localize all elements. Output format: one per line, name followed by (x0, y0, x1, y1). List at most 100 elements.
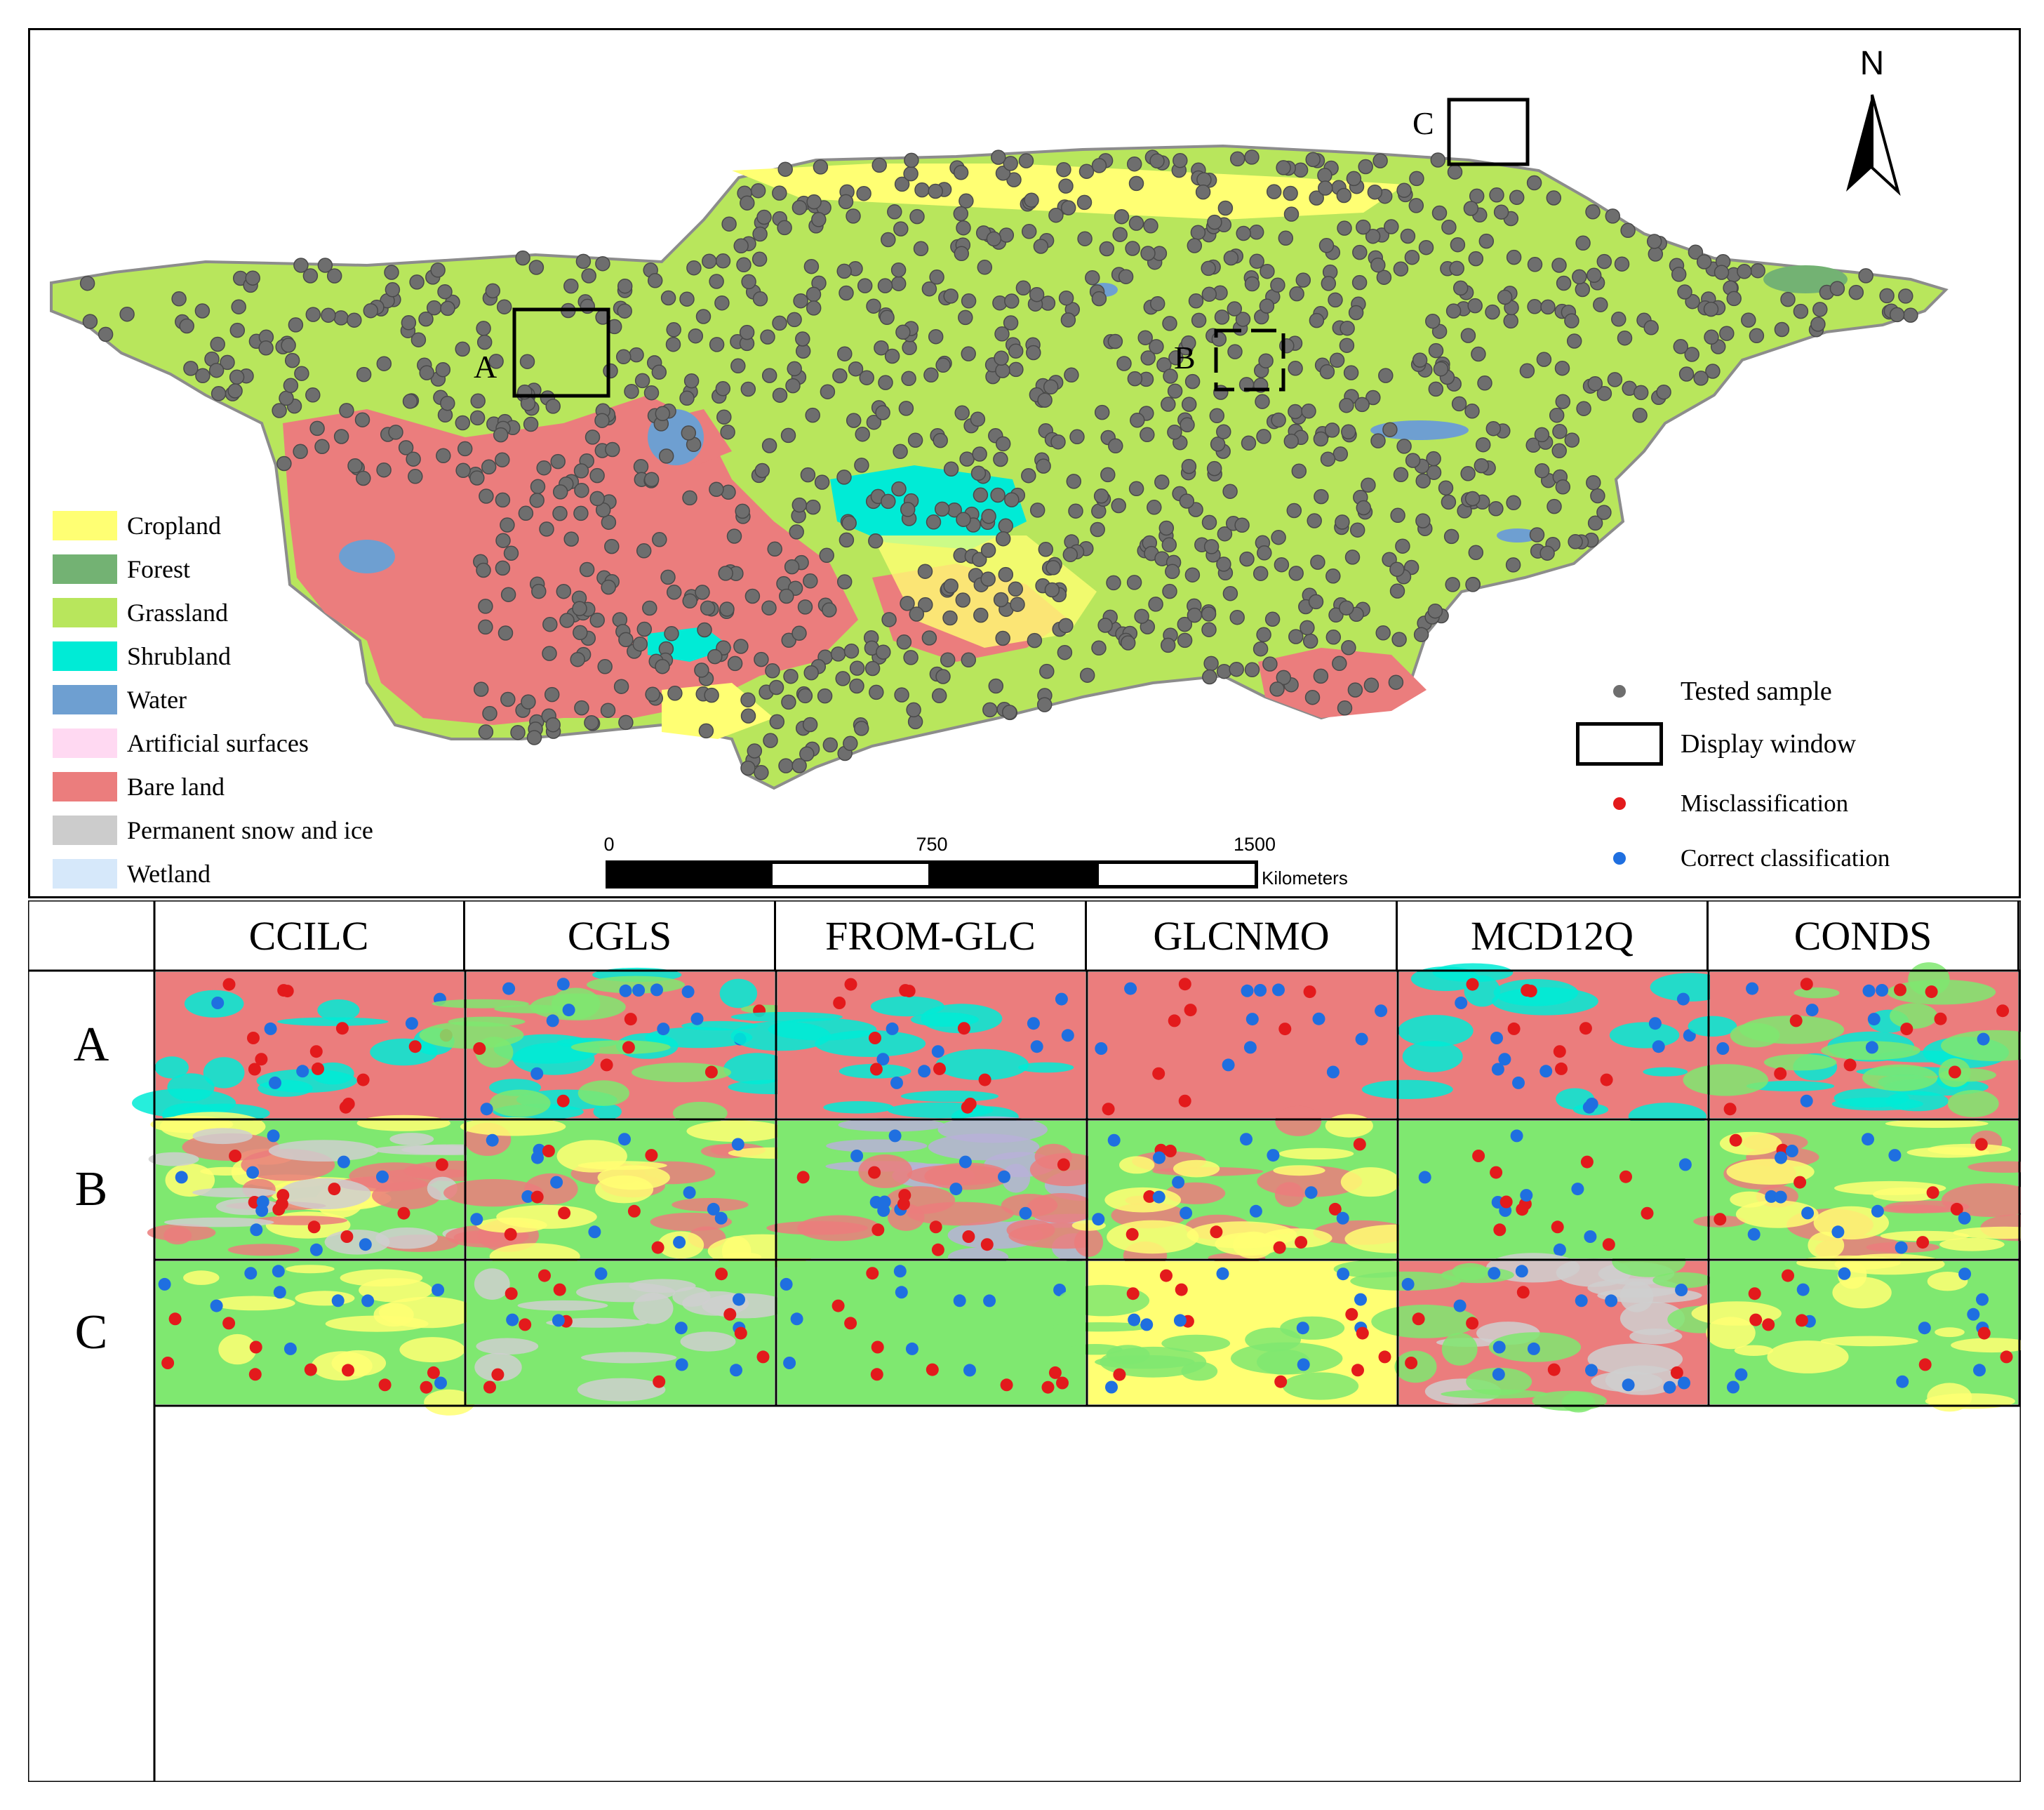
correct-classification-point (1553, 1243, 1566, 1256)
misclassification-point (1619, 1170, 1632, 1183)
tested-sample-point (1320, 451, 1336, 467)
tested-sample-point (898, 401, 914, 416)
tested-sample-point (220, 354, 235, 371)
tested-sample-point (559, 613, 575, 628)
display-window-c[interactable] (1447, 98, 1530, 166)
land-cover-patch (1726, 1159, 1815, 1185)
row-header-b: B (74, 1162, 108, 1216)
tested-sample-point (1111, 498, 1126, 514)
tested-sample-point (1384, 219, 1399, 234)
correct-classification-point (283, 1342, 297, 1355)
tested-sample-point (1036, 697, 1053, 712)
land-cover-patch (215, 1198, 279, 1216)
tested-sample-point (735, 503, 750, 519)
correct-classification-dot (1613, 852, 1626, 865)
correct-classification-point (1765, 1190, 1778, 1203)
tested-sample-point (1161, 397, 1176, 412)
tested-sample-point (604, 538, 620, 554)
tested-sample-point (245, 270, 260, 286)
tested-sample-point (837, 346, 853, 361)
correct-classification-point (1967, 1307, 1980, 1321)
tested-sample-point (894, 176, 910, 192)
land-cover-patch (935, 1049, 1029, 1081)
tested-sample-point (1253, 641, 1269, 657)
tested-sample-point (1214, 310, 1230, 325)
tested-sample-point (822, 602, 837, 618)
tested-sample-point (1149, 339, 1164, 354)
tested-sample-point (918, 597, 933, 613)
correct-classification-point (707, 1202, 720, 1216)
tested-sample-point (1614, 256, 1630, 272)
tested-sample-point (1313, 431, 1329, 447)
tested-sample-point (715, 253, 731, 269)
tested-sample-point (1050, 434, 1066, 450)
correct-classification-point (1453, 1299, 1467, 1312)
tested-sample-point (1201, 260, 1216, 277)
misclassification-point (871, 1340, 884, 1354)
tested-sample-point (1505, 557, 1521, 573)
land-cover-patch (838, 1118, 945, 1132)
land-cover-patch (211, 1296, 295, 1311)
tested-sample-point (469, 410, 486, 426)
land-cover-patch (1587, 1343, 1683, 1375)
misclassification-point (1328, 1202, 1342, 1216)
tested-sample-point (756, 209, 772, 225)
display-window-b[interactable] (1214, 328, 1285, 392)
land-cover-patch (1862, 1064, 1938, 1091)
tested-sample-point (1202, 669, 1217, 685)
correct-classification-point (733, 1293, 745, 1306)
correct-classification-point (1222, 1058, 1235, 1072)
tested-sample-point (893, 221, 909, 237)
misclassification-point (1729, 1133, 1742, 1147)
tested-sample-point (811, 212, 827, 227)
land-cover-patch (1643, 1067, 1688, 1077)
misclassification-point (249, 1340, 262, 1354)
tested-sample-point (1008, 361, 1024, 378)
tile-c-mcd12q (1350, 1245, 1734, 1413)
tile-b-glcnmo (1071, 1105, 1447, 1270)
correct-classification-point (1498, 1053, 1511, 1066)
tested-sample-point (1256, 627, 1271, 643)
tested-sample-point (1605, 208, 1621, 224)
tested-sample-point (363, 302, 379, 319)
tested-sample-point (1018, 153, 1034, 168)
correct-classification-point (521, 1190, 535, 1203)
correct-classification-point (550, 1176, 563, 1189)
tested-sample-point (1678, 366, 1695, 382)
tested-sample-point (1344, 550, 1361, 565)
tested-sample-point (709, 337, 725, 352)
water-body (1497, 528, 1539, 543)
tested-sample-point (988, 678, 1004, 694)
display-window-a[interactable] (512, 307, 610, 398)
tested-sample-point (279, 390, 294, 406)
land-cover-patch (1057, 1284, 1150, 1317)
land-cover-patch (1441, 1333, 1478, 1366)
tested-sample-point (1201, 514, 1217, 531)
land-cover-patch (581, 1352, 677, 1364)
correct-classification-point (546, 1014, 559, 1027)
tested-sample-point (980, 543, 996, 558)
tested-sample-point (1307, 513, 1322, 528)
correct-classification-point (1801, 1206, 1815, 1220)
tested-sample-point (1633, 385, 1649, 401)
tested-sample-point (1325, 630, 1342, 645)
tested-sample-point (921, 281, 937, 297)
tested-sample-point (1339, 397, 1354, 413)
misclassification-point (309, 1045, 323, 1058)
misclassification-point (734, 1326, 747, 1340)
tested-sample-point (822, 737, 839, 753)
correct-classification-point (1172, 1176, 1185, 1189)
land-cover-patch (253, 1216, 348, 1225)
tested-sample-point (476, 321, 491, 336)
tested-sample-point (1400, 228, 1416, 244)
tested-sample-point (1300, 620, 1315, 636)
tested-sample-point (284, 352, 300, 368)
tested-sample-point (972, 446, 987, 462)
tested-sample-point (1404, 249, 1420, 265)
legend-label: Artificial surfaces (127, 729, 309, 757)
tested-sample-point (594, 413, 610, 428)
tile-c-glcnmo (1052, 1258, 1417, 1407)
tested-sample-point (624, 383, 639, 399)
correct-classification-point (594, 1267, 608, 1280)
tested-sample-legend: Tested sample (1574, 676, 1832, 707)
